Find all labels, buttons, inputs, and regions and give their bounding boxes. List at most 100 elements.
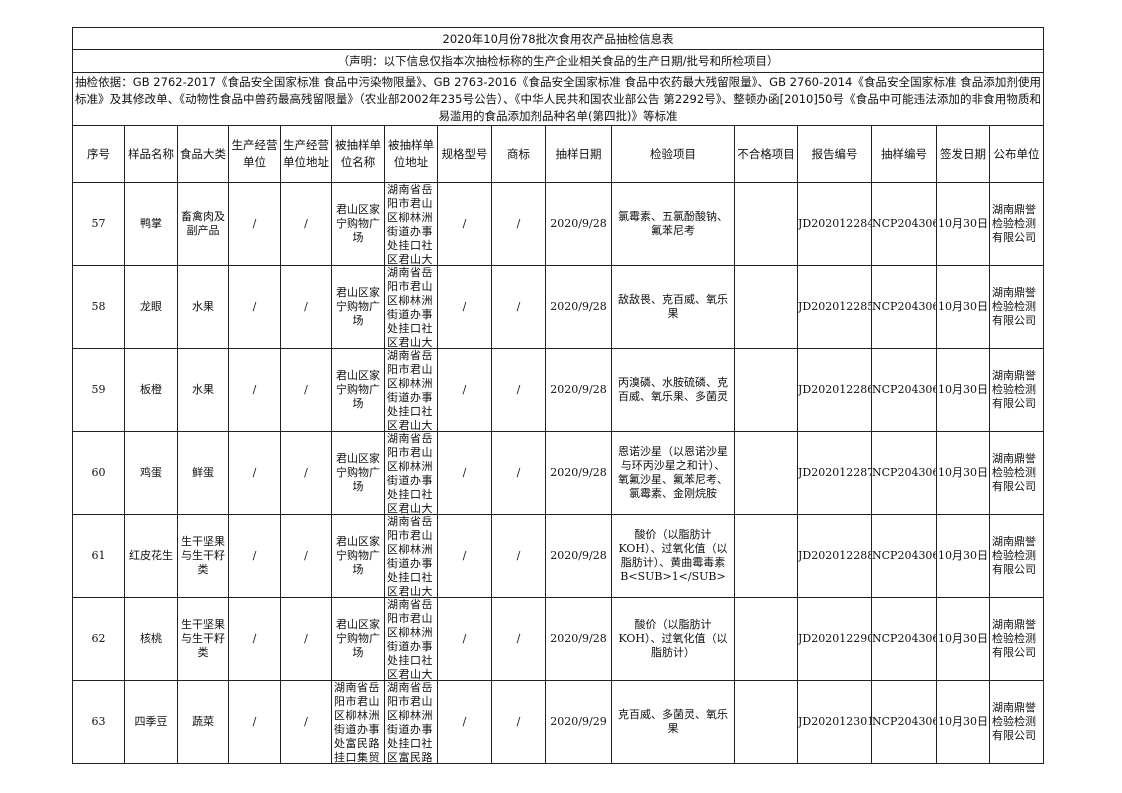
brand: /: [516, 466, 521, 479]
sample-number-cell: NCP20430611569345429: [871, 514, 937, 598]
publisher: 湖南鼎誉检验检测有限公司: [992, 369, 1036, 410]
test-items-cell: 丙溴磷、水胺硫磷、克百威、氧乐果、多菌灵: [611, 348, 735, 432]
issue-date: 10月30日: [938, 217, 988, 230]
failed-items-cell: [734, 265, 798, 349]
report-number-cell: JD202012290: [797, 597, 872, 681]
report-number: JD202012287: [798, 466, 872, 479]
publisher: 湖南鼎誉检验检测有限公司: [992, 203, 1036, 244]
column-header: 样品名称: [124, 125, 178, 183]
brand-cell: /: [491, 348, 546, 432]
producer: /: [252, 549, 257, 562]
publisher: 湖南鼎誉检验检测有限公司: [992, 286, 1036, 327]
row-number-cell: 62: [72, 597, 125, 681]
row-number: 57: [91, 217, 106, 230]
sampled-unit: 君山区家宁购物广场: [336, 369, 380, 410]
sample-number-cell: NCP20430611569345418: [871, 265, 937, 349]
issue-date: 10月30日: [938, 466, 988, 479]
report-number-cell: JD202012286: [797, 348, 872, 432]
food-category-cell: 生干坚果与生干籽类: [177, 514, 229, 598]
row-number-cell: 61: [72, 514, 125, 598]
spec-cell: /: [437, 680, 492, 764]
sample-number: NCP20430611569345426: [872, 466, 936, 479]
sample-number-cell: NCP20430611569345426: [871, 431, 937, 515]
brand-cell: /: [491, 597, 546, 681]
sample-name: 红皮花生: [129, 549, 173, 562]
sampled-address: 湖南省岳阳市君山区柳林洲街道办事处挂口社区君山大: [387, 432, 433, 514]
spec-cell: /: [437, 348, 492, 432]
column-header: 检验项目: [611, 125, 735, 183]
sampling-date-cell: 2020/9/28: [545, 597, 612, 681]
sampled-unit: 君山区家宁购物广场: [336, 535, 380, 576]
sample-number: NCP20430611569345429: [872, 549, 936, 562]
producer-cell: /: [228, 182, 281, 266]
report-number-cell: JD202012301: [797, 680, 872, 764]
column-header: 生产经营单位地址: [280, 125, 332, 183]
column-header: 抽样编号: [871, 125, 937, 183]
food-category: 水果: [192, 300, 214, 313]
sample-number: NCP20430611569345418: [872, 300, 936, 313]
producer-address: /: [304, 466, 308, 479]
spec: /: [462, 715, 467, 728]
sampled-unit: 君山区家宁购物广场: [336, 286, 380, 327]
sample-name-cell: 鸭掌: [124, 182, 178, 266]
issue-date-cell: 10月30日: [936, 182, 990, 266]
test-items: 恩诺沙星（以恩诺沙星与环丙沙星之和计）、氧氟沙星、氟苯尼考、氯霉素、金刚烷胺: [618, 445, 728, 500]
producer: /: [252, 217, 257, 230]
publisher-cell: 湖南鼎誉检验检测有限公司: [988, 348, 1045, 432]
producer-address: /: [304, 715, 308, 728]
sampled-address-cell: 湖南省岳阳市君山区柳林洲街道办事处挂口社区君山大: [384, 182, 438, 266]
failed-items-cell: [734, 431, 798, 515]
issue-date-cell: 10月30日: [936, 680, 990, 764]
food-category: 生干坚果与生干籽类: [181, 618, 225, 659]
sample-number: NCP20430611569345364: [872, 217, 936, 230]
publisher-cell: 湖南鼎誉检验检测有限公司: [988, 431, 1045, 515]
row-number: 60: [91, 466, 106, 479]
row-number: 63: [91, 715, 106, 728]
sampled-unit: 君山区家宁购物广场: [336, 452, 380, 493]
sampling-date: 2020/9/28: [550, 632, 607, 645]
producer-cell: /: [228, 348, 281, 432]
sampled-address-cell: 湖南省岳阳市君山区柳林洲街道办事处挂口社区君山大: [384, 265, 438, 349]
row-number-cell: 59: [72, 348, 125, 432]
report-number-cell: JD202012287: [797, 431, 872, 515]
brand: /: [516, 383, 521, 396]
report-number: JD202012301: [798, 715, 872, 728]
sample-number-cell: NCP20430611569345406: [871, 680, 937, 764]
producer-cell: /: [228, 431, 281, 515]
table-row: 63 四季豆 蔬菜 / / 湖南省岳阳市君山区柳林洲街道办事处富民路挂口集贸 湖南省岳阳市君…: [72, 680, 1045, 764]
failed-items-cell: [734, 597, 798, 681]
publisher-cell: 湖南鼎誉检验检测有限公司: [988, 680, 1045, 764]
sample-name-cell: 红皮花生: [124, 514, 178, 598]
food-category-cell: 畜禽肉及副产品: [177, 182, 229, 266]
sampled-address: 湖南省岳阳市君山区柳林洲街道办事处挂口社区富民路: [387, 681, 433, 763]
food-category-cell: 水果: [177, 265, 229, 349]
sampling-date: 2020/9/28: [550, 383, 607, 396]
row-number: 58: [91, 300, 106, 313]
spec-cell: /: [437, 265, 492, 349]
sampling-date: 2020/9/28: [550, 549, 607, 562]
test-items: 酸价（以脂肪计KOH）、过氧化值（以脂肪计）、黄曲霉毒素B<SUB>1</SUB…: [618, 528, 728, 583]
test-items-cell: 酸价（以脂肪计KOH）、过氧化值（以脂肪计）、黄曲霉毒素B<SUB>1</SUB…: [611, 514, 735, 598]
sampling-date-cell: 2020/9/28: [545, 431, 612, 515]
column-header: 规格型号: [437, 125, 492, 183]
issue-date: 10月30日: [938, 632, 988, 645]
sampling-date: 2020/9/28: [550, 466, 607, 479]
sampling-date: 2020/9/28: [550, 300, 607, 313]
producer-cell: /: [228, 680, 281, 764]
test-items-cell: 敌敌畏、克百威、氧乐果: [611, 265, 735, 349]
sampled-unit-cell: 君山区家宁购物广场: [331, 182, 385, 266]
column-header: 被抽样单位名称: [331, 125, 385, 183]
issue-date: 10月30日: [938, 383, 988, 396]
statement: （声明：以下信息仅指本次抽检标称的生产企业相关食品的生产日期/批号和所检项目）: [71, 49, 1045, 73]
row-number: 61: [91, 549, 106, 562]
publisher-cell: 湖南鼎誉检验检测有限公司: [988, 514, 1045, 598]
test-items-cell: 恩诺沙星（以恩诺沙星与环丙沙星之和计）、氧氟沙星、氟苯尼考、氯霉素、金刚烷胺: [611, 431, 735, 515]
brand-cell: /: [491, 680, 546, 764]
sample-name: 四季豆: [134, 715, 168, 728]
column-header: 公布单位: [988, 125, 1045, 183]
spec: /: [462, 217, 467, 230]
sample-name: 核桃: [140, 632, 162, 645]
column-header: 序号: [72, 125, 125, 183]
test-items: 酸价（以脂肪计KOH）、过氧化值（以脂肪计）: [618, 618, 728, 659]
spec: /: [462, 300, 467, 313]
